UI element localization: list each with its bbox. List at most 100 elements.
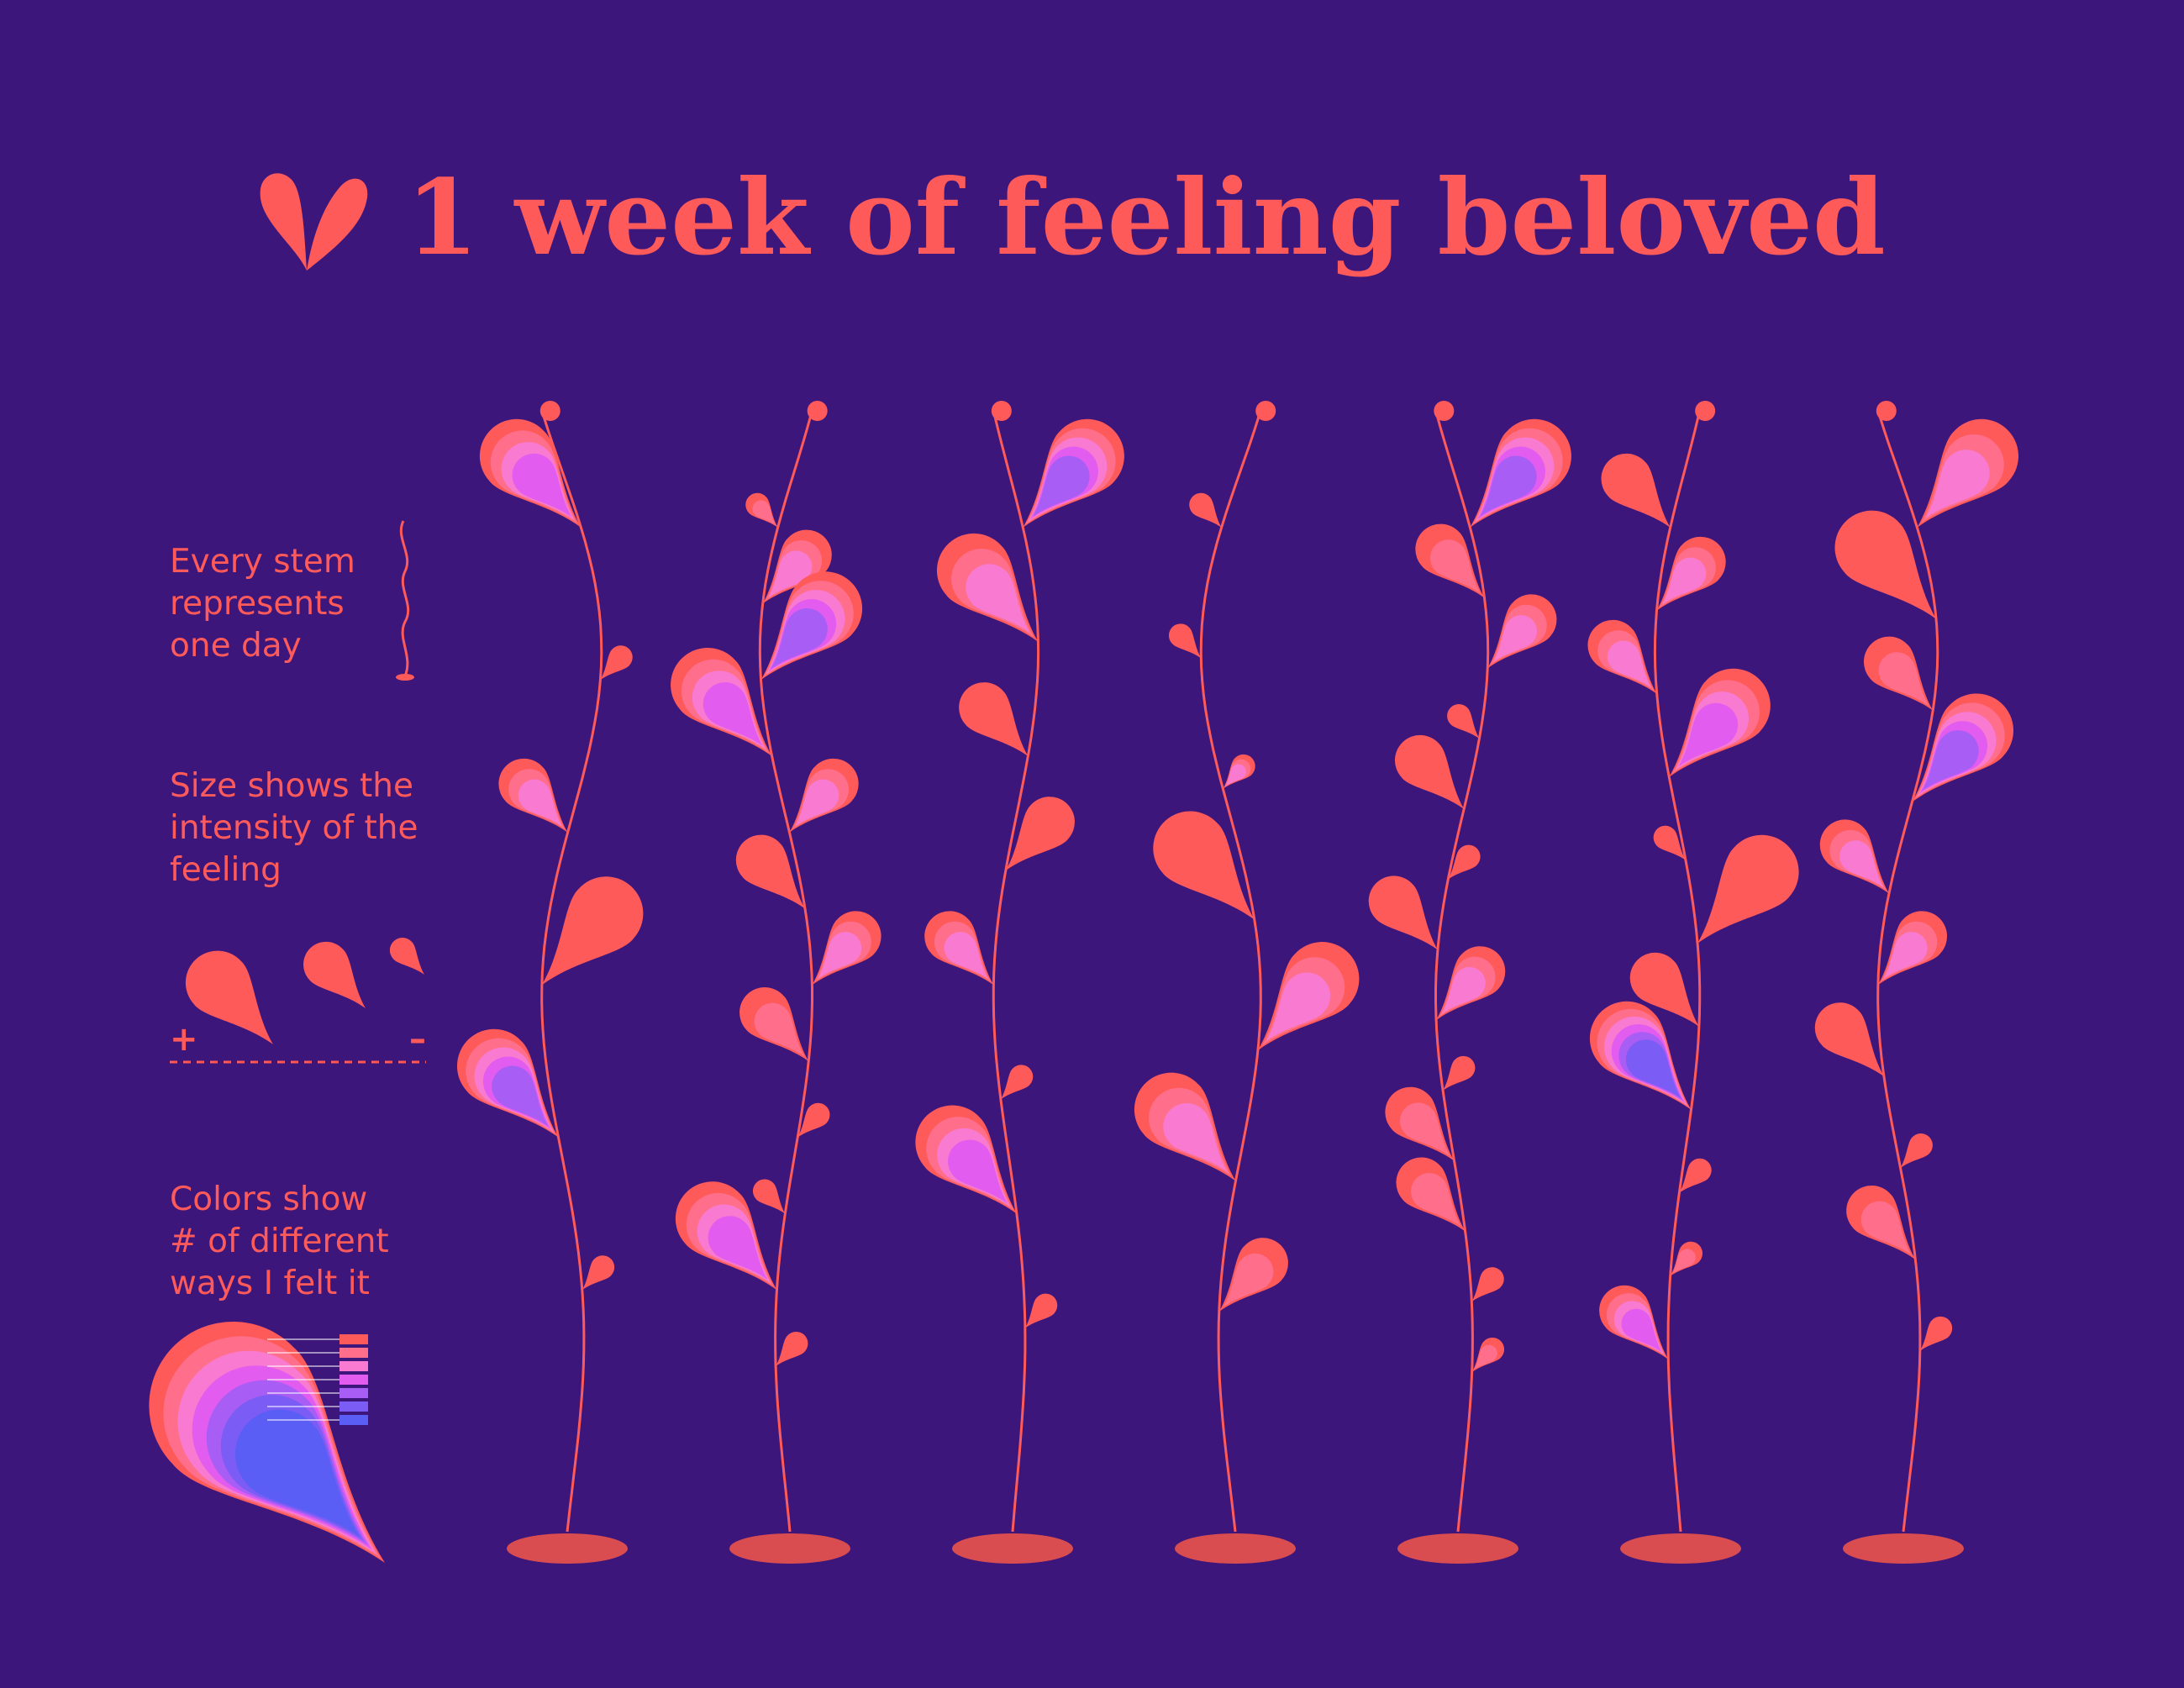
- leaf-day-4-5-layer-3: [1266, 972, 1331, 1042]
- bud-day-5: [1434, 401, 1455, 421]
- leaf-day-7-8: [1900, 1133, 1933, 1169]
- leaf-day-3-4-layer-1: [1005, 797, 1075, 871]
- leaf-day-3-2-layer-3: [966, 564, 1030, 634]
- leaf-day-5-7-layer-1: [1368, 876, 1438, 950]
- leaf-day-7-9: [1846, 1186, 1916, 1259]
- plant-day-2: [671, 401, 881, 1564]
- stem-sample-icon: [399, 520, 410, 677]
- color-swatch-5: [339, 1388, 368, 1398]
- leaf-day-7-6-layer-3: [1883, 932, 1928, 979]
- size-small-leaf-layer-1: [389, 938, 424, 975]
- base-day-3: [952, 1533, 1073, 1564]
- leaf-day-1-2: [600, 645, 633, 681]
- leaf-day-2-5: [789, 758, 859, 833]
- size-large-leaf-layer-1: [185, 950, 273, 1044]
- leaf-day-6-8-layer-6: [1625, 1039, 1681, 1099]
- stem-day-2: [758, 415, 813, 1533]
- leaf-day-5-3: [1487, 594, 1557, 669]
- leaf-day-5-10: [1385, 1086, 1455, 1161]
- leaf-day-3-8: [1024, 1293, 1058, 1328]
- leaf-day-4-3: [1223, 754, 1255, 789]
- leaf-day-5-4-layer-1: [1447, 704, 1480, 739]
- leaf-day-2-1-layer-2: [752, 500, 776, 526]
- legend-color-line-3: ways I felt it: [170, 1265, 370, 1302]
- leaf-day-3-7-layer-4: [948, 1139, 1008, 1204]
- legend-plus: +: [170, 1020, 198, 1059]
- legend-size-line-1: Size shows the: [170, 767, 413, 805]
- leaf-day-2-6: [735, 834, 806, 909]
- leaf-day-3-1: [1023, 418, 1124, 528]
- plant-day-1: [456, 401, 644, 1564]
- leaf-day-2-7-layer-3: [818, 932, 862, 979]
- size-legend-leaves: [185, 938, 424, 1044]
- size-small-leaf: [389, 938, 424, 975]
- bud-day-4: [1255, 401, 1276, 421]
- leaf-day-3-4: [1005, 797, 1075, 871]
- leaf-day-2-5-layer-3: [795, 779, 839, 827]
- leaf-day-1-4-layer-1: [541, 876, 644, 986]
- leaf-day-7-6: [1877, 911, 1948, 986]
- leaf-day-5-11: [1396, 1157, 1466, 1232]
- leaf-day-6-5-layer-1: [1653, 825, 1686, 860]
- leaf-day-3-1-layer-5: [1033, 455, 1090, 517]
- leaf-day-6-7: [1629, 952, 1699, 1027]
- leaf-day-2-9-layer-1: [797, 1102, 830, 1138]
- leaf-day-5-9: [1443, 1055, 1476, 1091]
- leaf-day-7-5: [1819, 819, 1889, 894]
- leaf-day-6-2: [1656, 536, 1726, 611]
- leaf-day-2-12: [776, 1331, 808, 1367]
- base-day-6: [1620, 1533, 1741, 1564]
- base-day-5: [1397, 1533, 1518, 1564]
- legend-stem-line-1: Every stem: [170, 543, 355, 581]
- leaf-day-5-1: [1470, 418, 1571, 528]
- leaf-day-2-8: [739, 987, 809, 1062]
- leaf-day-2-11-layer-4: [708, 1216, 768, 1280]
- color-legend-leaf: [149, 1322, 385, 1563]
- plant-day-7: [1814, 401, 2018, 1564]
- bud-day-3: [991, 401, 1012, 421]
- leaf-day-1-2-layer-1: [600, 645, 633, 681]
- leaf-day-5-8-layer-3: [1441, 967, 1486, 1014]
- leaf-day-1-3-layer-3: [518, 779, 562, 827]
- page-title: 1 week of feeling beloved: [406, 157, 1886, 279]
- base-day-1: [507, 1533, 628, 1564]
- legend: Every stem represents one day Size shows…: [149, 520, 426, 1563]
- leaf-day-5-2: [1415, 523, 1485, 598]
- leaf-day-2-12-layer-1: [776, 1331, 808, 1367]
- leaf-day-2-3-layer-5: [771, 607, 828, 670]
- leaf-day-4-4-layer-1: [1153, 811, 1255, 920]
- leaf-day-7-4-layer-5: [1922, 730, 1979, 791]
- leaf-day-6-6-layer-1: [1697, 834, 1799, 944]
- leaf-day-5-6: [1448, 844, 1481, 880]
- leaf-day-6-3-layer-3: [1607, 640, 1651, 688]
- leaf-day-6-11-layer-4: [1621, 1308, 1662, 1353]
- color-swatch-2: [339, 1348, 368, 1358]
- leaf-day-6-1-layer-1: [1601, 453, 1671, 528]
- color-example-leaf-layer-7: [234, 1409, 360, 1538]
- stem-day-1: [540, 415, 603, 1533]
- leaf-day-5-11-layer-2: [1411, 1173, 1461, 1227]
- leaf-day-6-10-layer-2: [1672, 1249, 1696, 1275]
- leaf-day-2-3: [760, 571, 863, 681]
- leaf-day-1-6-layer-1: [582, 1255, 615, 1291]
- leaf-day-2-6-layer-1: [735, 834, 806, 909]
- leaf-day-6-7-layer-1: [1629, 952, 1699, 1027]
- leaf-day-7-7-layer-1: [1814, 1002, 1884, 1077]
- color-swatch-1: [339, 1334, 368, 1344]
- plant-day-5: [1368, 401, 1571, 1564]
- leaf-day-4-7: [1218, 1238, 1288, 1312]
- leaf-day-4-1: [1189, 492, 1222, 528]
- leaf-day-1-1: [479, 418, 582, 528]
- legend-stem-line-2: represents: [170, 585, 345, 623]
- leaf-day-5-8: [1436, 946, 1506, 1021]
- leaf-day-1-6: [582, 1255, 615, 1291]
- plant-day-4: [1134, 401, 1360, 1564]
- bud-day-1: [539, 401, 560, 421]
- leaf-day-3-7: [915, 1105, 1017, 1214]
- leaf-day-5-10-layer-2: [1399, 1102, 1450, 1157]
- leaf-day-3-6-layer-1: [1000, 1065, 1034, 1100]
- leaf-day-4-4: [1153, 811, 1255, 920]
- leaf-day-4-3-layer-3: [1225, 764, 1246, 786]
- leaf-day-7-9-layer-2: [1860, 1201, 1912, 1255]
